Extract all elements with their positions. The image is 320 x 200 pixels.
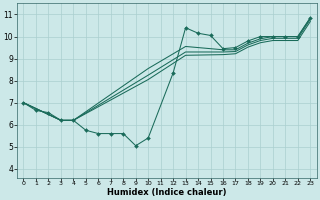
- X-axis label: Humidex (Indice chaleur): Humidex (Indice chaleur): [107, 188, 227, 197]
